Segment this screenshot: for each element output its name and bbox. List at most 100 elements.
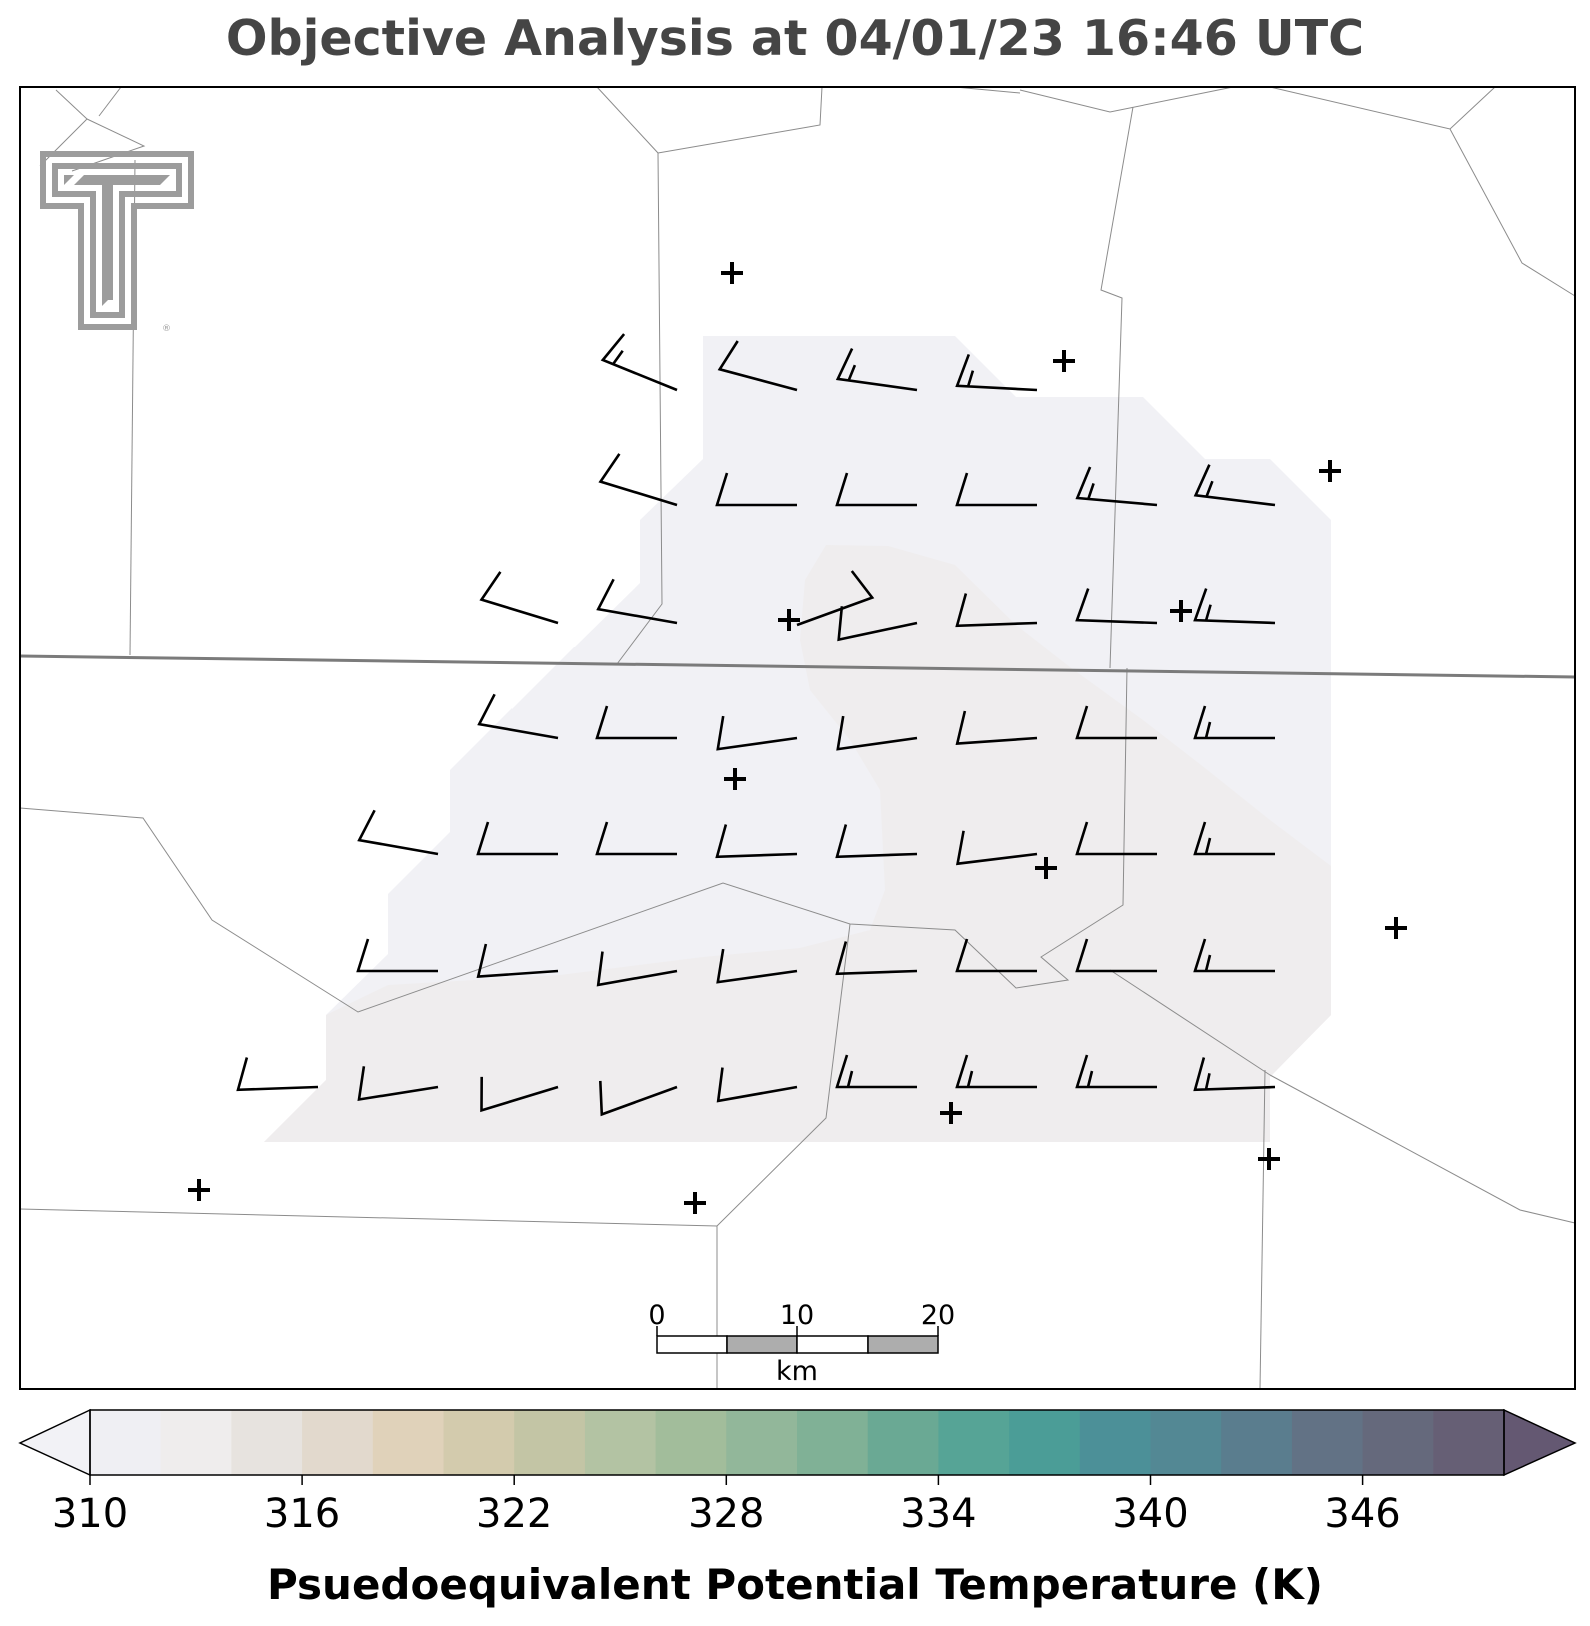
wind-barb (716, 948, 798, 984)
texas-tech-double-t-logo: ® (40, 151, 194, 334)
wind-barb (598, 453, 678, 507)
wind-barb (835, 348, 918, 392)
wind-barb (715, 472, 797, 507)
wind-barb (477, 693, 559, 740)
wind-barb (955, 593, 1038, 628)
scale-seg-4 (867, 1335, 939, 1354)
colorbar-tick-label: 316 (264, 1491, 340, 1537)
wind-barb (955, 472, 1037, 507)
station-marker (1385, 917, 1407, 939)
map-panel: 0 10 20 km ® (19, 86, 1576, 1390)
wind-barb (1075, 705, 1157, 740)
wind-barb (1193, 938, 1275, 973)
scale-bar: 0 10 20 km (648, 1300, 955, 1387)
colorbar-cell (1433, 1410, 1505, 1475)
colorbar-tick-label: 334 (900, 1491, 976, 1537)
wind-barb (716, 1067, 798, 1103)
colorbar-tick-label: 328 (688, 1491, 764, 1537)
wind-barb (955, 1054, 1037, 1089)
wind-barb (600, 333, 678, 392)
station-marker (188, 1179, 210, 1201)
station-marker (724, 768, 746, 790)
station-marker (1053, 350, 1075, 372)
colorbar-cell (231, 1410, 303, 1475)
wind-barb (599, 1080, 678, 1117)
colorbar-cell (372, 1410, 445, 1475)
colorbar-label: Psuedoequivalent Potential Temperature (… (267, 1560, 1323, 1609)
colorbar-cell (1362, 1410, 1434, 1475)
colorbar-cells (90, 1410, 1505, 1475)
wind-barb (955, 938, 1037, 973)
station-marker (1035, 857, 1057, 879)
colorbar-tick-label: 310 (52, 1491, 128, 1537)
wind-barb (1075, 588, 1158, 625)
wind-barb (955, 353, 1038, 392)
colorbar-tick-label: 322 (476, 1491, 552, 1537)
wind-barb (716, 715, 798, 751)
colorbar-tick-label: 340 (1112, 1491, 1188, 1537)
wind-barb (595, 821, 677, 856)
station-marker (778, 609, 800, 631)
wind-barb (1075, 1054, 1157, 1089)
colorbar-cell (938, 1410, 1010, 1475)
wind-barb (837, 606, 918, 642)
wind-barb (1075, 821, 1157, 856)
wind-barbs (236, 333, 1276, 1117)
registered-mark: ® (162, 324, 171, 334)
wind-barb (479, 571, 559, 625)
colorbar-cell (1079, 1410, 1152, 1475)
scale-seg-2 (726, 1335, 798, 1354)
scale-unit: km (776, 1356, 818, 1387)
wind-barb (835, 472, 917, 507)
station-marker (684, 1192, 706, 1214)
wind-barb (1193, 1057, 1276, 1092)
colorbar-extend-max (1503, 1408, 1577, 1477)
county-boundaries (19, 86, 1576, 1390)
colorbar-cell (655, 1410, 727, 1475)
wind-barb (236, 1057, 319, 1092)
wind-barb (356, 938, 438, 973)
wind-barb (715, 824, 798, 859)
wind-barb (796, 570, 875, 627)
colorbar-cell (726, 1410, 798, 1475)
colorbar-extend-min (18, 1408, 91, 1477)
wind-barb (595, 705, 677, 740)
wind-barb (1075, 938, 1157, 973)
colorbar-cell (1009, 1410, 1081, 1475)
wind-barb (357, 1066, 439, 1102)
wind-barb (596, 578, 678, 625)
map-title: Objective Analysis at 04/01/23 16:46 UTC (225, 10, 1365, 67)
wind-barb (835, 1054, 917, 1089)
colorbar-frame (89, 1409, 1505, 1476)
scale-seg-3 (796, 1335, 869, 1354)
colorbar-cell (867, 1410, 939, 1475)
colorbar-cell (302, 1410, 374, 1475)
wind-barb (1075, 466, 1158, 507)
wind-barb (596, 951, 678, 987)
colorbar-cell (1221, 1410, 1293, 1475)
colorbar-cell (160, 1410, 232, 1475)
wind-barb (1193, 821, 1275, 856)
colorbar-cell (1291, 1410, 1364, 1475)
scale-label-10: 10 (780, 1300, 814, 1331)
wind-barb (835, 824, 918, 859)
wind-barb (955, 710, 1038, 746)
station-marker (1319, 460, 1341, 482)
theta-e-region-312-314 (264, 545, 1331, 1142)
station-marker (721, 262, 743, 284)
colorbar-cell (584, 1410, 657, 1475)
wind-barb (1193, 588, 1276, 625)
station-marker (1170, 600, 1192, 622)
colorbar-cell (1150, 1410, 1222, 1475)
scale-seg-1 (656, 1335, 728, 1354)
station-marker (940, 1102, 962, 1124)
colorbar-tick-label: 346 (1324, 1491, 1400, 1537)
colorbar: 310 316 322 328 334 340 346 (18, 1408, 1577, 1537)
wind-barb (1193, 464, 1276, 507)
wind-barb (956, 830, 1038, 866)
station-marker (1258, 1148, 1280, 1170)
scale-label-0: 0 (648, 1300, 665, 1331)
wind-barb (476, 943, 559, 979)
wind-barb (1193, 705, 1275, 740)
